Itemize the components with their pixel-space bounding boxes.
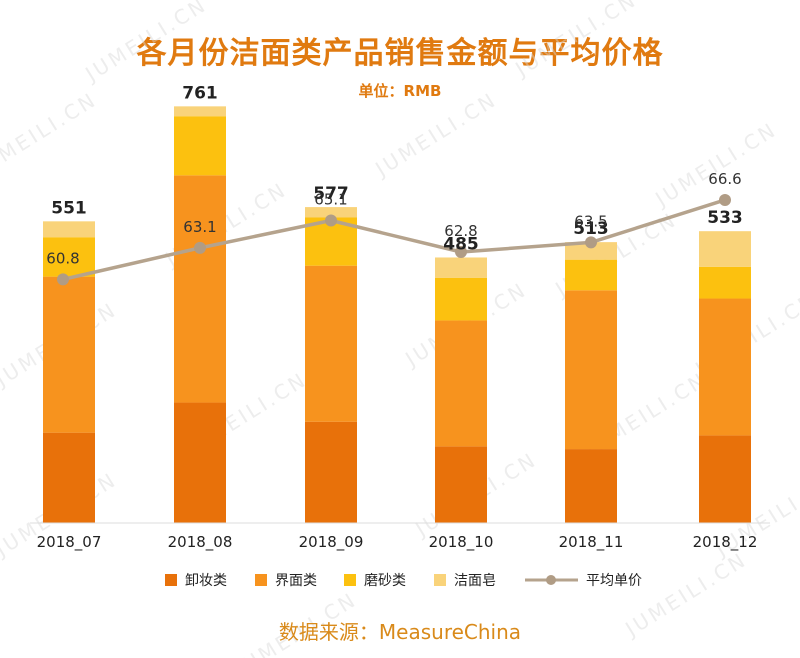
avg-price-label: 65.1 — [314, 191, 347, 209]
bar-segment — [435, 257, 487, 278]
x-tick-label: 2018_11 — [559, 533, 624, 552]
chart-title: 各月份洁面类产品销售金额与平均价格 — [136, 36, 664, 71]
x-tick-label: 2018_07 — [37, 533, 102, 552]
x-tick-label: 2018_09 — [299, 533, 364, 552]
total-label: 761 — [182, 83, 218, 103]
bar-segment — [699, 266, 751, 299]
bar-segment — [305, 207, 357, 218]
bar-segment — [699, 231, 751, 267]
legend-label: 卸妆类 — [185, 573, 227, 589]
avg-price-label: 62.8 — [444, 222, 477, 240]
x-tick-label: 2018_12 — [693, 533, 758, 552]
legend-swatch — [165, 574, 177, 586]
legend-label: 洁面皂 — [454, 573, 496, 589]
avg-price-label: 63.1 — [183, 218, 216, 236]
avg-price-point — [194, 241, 206, 254]
avg-price-point — [455, 245, 467, 258]
bar-segment — [305, 421, 357, 523]
bar-segment — [43, 221, 95, 238]
bar-segment — [174, 175, 226, 403]
legend-swatch — [344, 574, 356, 586]
bar-segment — [565, 290, 617, 450]
bar-segment — [565, 259, 617, 291]
watermark-text: JUMEILI.CN — [369, 87, 501, 182]
bar-segment — [174, 402, 226, 523]
avg-price-point — [57, 273, 69, 286]
bar-segment — [435, 446, 487, 523]
legend-line-marker — [546, 575, 556, 585]
avg-price-point — [325, 214, 337, 227]
total-label: 533 — [707, 208, 743, 228]
legend-label: 界面类 — [275, 573, 317, 589]
legend-label: 平均单价 — [586, 573, 642, 589]
watermark-text: JUMEILI.CN — [0, 87, 101, 182]
chart-subtitle: 单位：RMB — [358, 82, 442, 100]
bar-segment — [43, 237, 95, 277]
bar-segment — [305, 265, 357, 422]
legend-label: 磨砂类 — [364, 573, 406, 589]
avg-price-label: 63.5 — [574, 212, 607, 230]
watermark-text: JUMEILI.CN — [649, 117, 781, 212]
bar-segment — [43, 276, 95, 433]
total-label: 577 — [313, 184, 349, 204]
bar-segment — [174, 116, 226, 176]
x-tick-label: 2018_10 — [429, 533, 494, 552]
bar-segment — [699, 435, 751, 523]
avg-price-point — [719, 193, 731, 206]
bar-segment — [435, 320, 487, 447]
bar-segment — [435, 277, 487, 321]
avg-price-point — [585, 236, 597, 249]
avg-price-line — [62, 198, 726, 282]
data-source: 数据来源：MeasureChina — [278, 620, 522, 644]
watermark-text: JUMEILI.CN — [79, 0, 211, 87]
total-label: 551 — [51, 198, 87, 218]
avg-price-label: 60.8 — [46, 249, 79, 267]
total-label: 513 — [573, 219, 609, 239]
legend-swatch — [434, 574, 446, 586]
total-label: 485 — [443, 234, 479, 254]
bar-segment — [565, 449, 617, 523]
avg-price-label: 66.6 — [708, 170, 741, 188]
bar-segment — [174, 106, 226, 117]
x-tick-label: 2018_08 — [168, 533, 233, 552]
legend-swatch — [255, 574, 267, 586]
bar-segment — [565, 242, 617, 260]
bar-segment — [43, 432, 95, 523]
bar-segment — [699, 298, 751, 436]
watermark-text: JUMEILI.CN — [509, 0, 641, 82]
